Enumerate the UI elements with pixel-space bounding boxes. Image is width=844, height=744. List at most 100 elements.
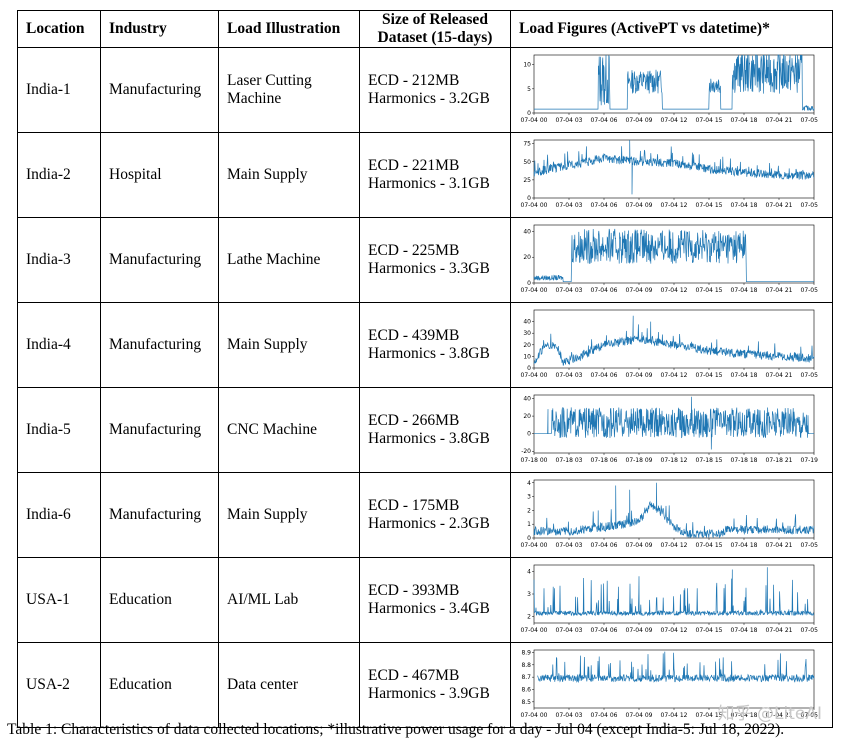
x-tick-label: 07-04 12 [661, 117, 688, 124]
cell-location: India-3 [17, 217, 101, 303]
cell-load-figure: 8.5 8.6 8.7 8.8 8.9 07-04 00 07-04 03 07-04 06 0… [510, 642, 833, 728]
x-tick-label: 07-04 21 [766, 372, 793, 379]
header-load-figures: Load Figures (ActivePT vs datetime)* [510, 10, 833, 48]
cell-industry: Manufacturing [100, 302, 219, 388]
harmonics-size: Harmonics - 3.9GB [368, 685, 490, 702]
activept-series-line [534, 396, 814, 450]
cell-location: India-1 [17, 47, 101, 133]
x-tick-label: 07-04 21 [766, 712, 793, 719]
cell-dataset-size: ECD - 221MB Harmonics - 3.1GB [359, 132, 511, 218]
ecd-size: ECD - 175MB [368, 496, 460, 514]
y-tick-label: 0 [527, 110, 531, 117]
x-tick-label: 07-18 15 [696, 457, 723, 464]
cell-industry: Manufacturing [100, 47, 219, 133]
y-tick-label: 40 [523, 228, 531, 235]
table-row: USA-1 Education AI/ML Lab ECD - 393MB Harmon… [17, 557, 833, 643]
cell-industry: Manufacturing [100, 472, 219, 558]
table-row: USA-2 Education Data center ECD - 467MB Harm… [17, 642, 833, 728]
x-tick-label: 07-04 09 [626, 627, 653, 634]
cell-location: India-5 [17, 387, 101, 473]
harmonics-size: Harmonics - 3.2GB [368, 90, 490, 107]
x-tick-label: 07-18 18 [731, 457, 758, 464]
header-row: Location Industry Load Illustration Size… [17, 10, 833, 48]
y-tick-label: 8.6 [521, 686, 531, 693]
x-tick-label: 07-04 12 [661, 202, 688, 209]
cell-dataset-size: ECD - 393MB Harmonics - 3.4GB [359, 557, 511, 643]
y-tick-label: 25 [523, 177, 531, 184]
cell-load-figure: 0 25 50 75 07-04 00 07-04 03 07-04 06 07-04 09 0… [510, 132, 833, 218]
x-tick-label: 07-04 06 [591, 372, 618, 379]
x-tick-label: 07-04 03 [556, 627, 583, 634]
x-tick-label: 07-04 15 [696, 287, 723, 294]
x-tick-label: 07-04 06 [591, 202, 618, 209]
load-chart: 0 10 20 30 40 07-04 00 07-04 03 07-04 06 07-04 0… [521, 309, 820, 379]
y-tick-label: 40 [523, 396, 531, 403]
harmonics-size: Harmonics - 3.8GB [368, 345, 490, 362]
y-tick-label: 20 [523, 342, 531, 349]
load-chart: 0 5 10 07-04 00 07-04 03 07-04 06 07-04 09 07-0… [521, 54, 820, 124]
data-table: Location Industry Load Illustration Size… [17, 10, 833, 728]
header-load-illustration: Load Illustration [218, 10, 360, 48]
harmonics-size: Harmonics - 3.3GB [368, 260, 490, 277]
harmonics-size: Harmonics - 2.3GB [368, 515, 490, 532]
x-tick-label: 07-04 09 [626, 117, 653, 124]
x-tick-label: 07-04 09 [626, 712, 653, 719]
cell-load-illustration: Lathe Machine [218, 217, 360, 303]
table-row: India-6 Manufacturing Main Supply ECD - 175… [17, 472, 833, 558]
x-tick-label: 07-04 06 [591, 542, 618, 549]
cell-load-illustration: AI/ML Lab [218, 557, 360, 643]
activept-series-line [534, 54, 815, 111]
y-tick-label: 0 [527, 431, 531, 438]
x-tick-label: 07-04 00 [521, 627, 548, 634]
table-row: India-4 Manufacturing Main Supply ECD - 439… [17, 302, 833, 388]
cell-load-illustration: Laser Cutting Machine [218, 47, 360, 133]
x-tick-label: 07-04 09 [626, 542, 653, 549]
x-tick-label: 07-04 03 [556, 287, 583, 294]
x-tick-label: 07-04 15 [696, 202, 723, 209]
cell-load-illustration: Main Supply [218, 132, 360, 218]
x-tick-label: 07-04 15 [696, 542, 723, 549]
x-tick-label: 07-04 12 [661, 712, 688, 719]
x-tick-label: 07-04 21 [766, 287, 793, 294]
y-tick-label: 5 [527, 86, 531, 93]
x-tick-label: 07-04 18 [731, 372, 758, 379]
y-tick-label: 20 [523, 413, 531, 420]
x-tick-label: 07-05 00 [801, 372, 820, 379]
cell-dataset-size: ECD - 266MB Harmonics - 3.8GB [359, 387, 511, 473]
x-tick-label: 07-04 00 [521, 117, 548, 124]
x-tick-label: 07-04 18 [731, 287, 758, 294]
cell-dataset-size: ECD - 225MB Harmonics - 3.3GB [359, 217, 511, 303]
x-tick-label: 07-18 12 [661, 457, 688, 464]
x-tick-label: 07-04 09 [626, 287, 653, 294]
y-tick-label: -20 [521, 448, 531, 455]
table-row: India-3 Manufacturing Lathe Machine ECD - 2… [17, 217, 833, 303]
ecd-size: ECD - 266MB [368, 411, 460, 429]
x-tick-label: 07-04 00 [521, 372, 548, 379]
x-tick-label: 07-04 03 [556, 117, 583, 124]
y-tick-label: 4 [527, 480, 531, 487]
header-industry: Industry [100, 10, 219, 48]
y-tick-label: 10 [523, 353, 531, 360]
cell-location: USA-1 [17, 557, 101, 643]
y-tick-label: 0 [527, 280, 531, 287]
cell-industry: Hospital [100, 132, 219, 218]
x-tick-label: 07-04 21 [766, 542, 793, 549]
x-tick-label: 07-04 21 [766, 117, 793, 124]
load-chart: -20 0 20 40 07-18 00 07-18 03 07-18 06 07-18 09… [521, 394, 820, 464]
cell-location: USA-2 [17, 642, 101, 728]
x-tick-label: 07-04 12 [661, 627, 688, 634]
x-tick-label: 07-18 09 [626, 457, 653, 464]
activept-series-line [533, 139, 815, 195]
x-tick-label: 07-04 06 [591, 712, 618, 719]
x-tick-label: 07-18 21 [766, 457, 793, 464]
x-tick-label: 07-04 00 [521, 542, 548, 549]
x-tick-label: 07-04 03 [556, 542, 583, 549]
table-row: India-1 Manufacturing Laser Cutting Machin… [17, 47, 833, 133]
x-tick-label: 07-04 12 [661, 287, 688, 294]
x-tick-label: 07-19 00 [801, 457, 820, 464]
ecd-size: ECD - 467MB [368, 666, 460, 684]
y-tick-label: 3 [527, 591, 531, 598]
y-tick-label: 2 [527, 507, 531, 514]
y-tick-label: 8.8 [521, 662, 531, 669]
x-tick-label: 07-05 00 [801, 712, 820, 719]
